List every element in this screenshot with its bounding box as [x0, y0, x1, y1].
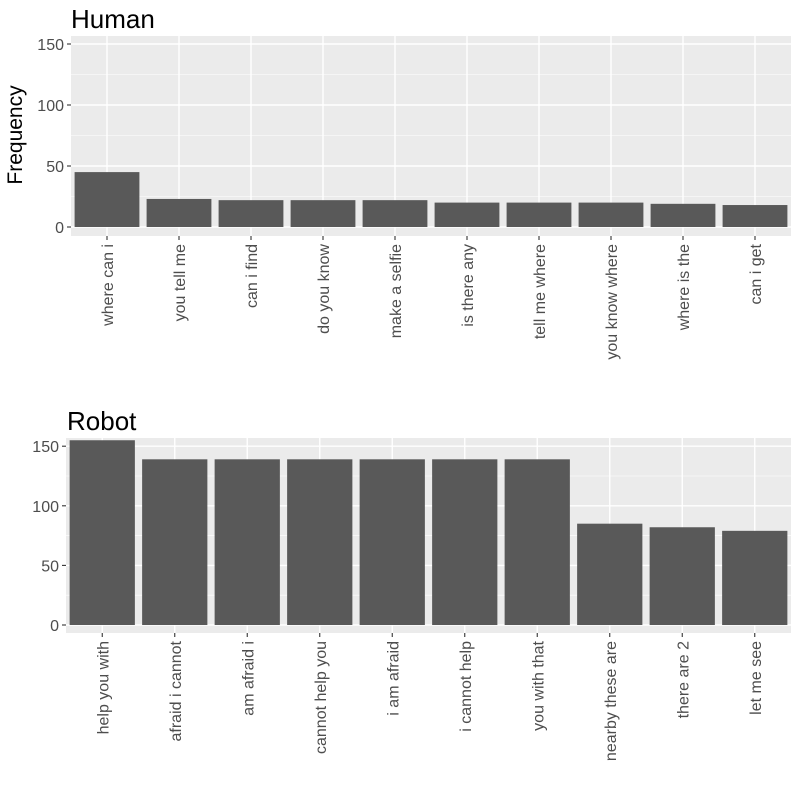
- robot-bar: [432, 459, 498, 625]
- robot-bar: [504, 459, 570, 625]
- human-bar: [722, 205, 788, 227]
- human-x-tick-label: make a selfie: [388, 244, 405, 338]
- robot-chart: Robot 0 50 100 150 help you with afraid i cann…: [32, 406, 791, 761]
- robot-bar: [69, 440, 135, 625]
- human-bar: [434, 202, 500, 227]
- human-bar: [290, 200, 356, 227]
- robot-x-tick-label: afraid i cannot: [168, 640, 185, 741]
- human-y-tick-label: 50: [46, 159, 64, 176]
- human-bar: [650, 203, 716, 227]
- robot-bar: [577, 523, 643, 625]
- human-x-tick-label: you tell me: [172, 244, 189, 321]
- robot-x-tick-label: nearby these are: [603, 641, 620, 761]
- robot-x-tick-label: i am afraid: [385, 641, 402, 716]
- human-x-tick-label: do you know: [316, 244, 333, 334]
- robot-x-tick-label: there are 2: [675, 641, 692, 718]
- robot-y-tick-label: 150: [32, 439, 59, 456]
- robot-x-tick-label: cannot help you: [313, 641, 330, 754]
- robot-x-tick-label: help you with: [95, 641, 112, 734]
- human-bar: [74, 172, 140, 227]
- human-y-tick-label: 0: [55, 220, 64, 237]
- human-bar: [146, 198, 212, 227]
- robot-y-tick-label: 50: [41, 558, 59, 575]
- human-bar: [506, 202, 572, 227]
- human-y-tick-label: 150: [37, 37, 64, 54]
- human-chart: Human 0 50 100 150 where can i you tell me can …: [37, 4, 791, 360]
- y-axis-label: Frequency: [4, 85, 27, 185]
- human-x-tick-label: can i get: [748, 243, 765, 304]
- robot-x-tick-label: i cannot help: [458, 641, 475, 732]
- robot-bar: [649, 527, 715, 625]
- human-bar: [362, 200, 428, 227]
- human-y-tick-label: 100: [37, 98, 64, 115]
- robot-y-tick-label: 100: [32, 499, 59, 516]
- human-x-tick-label: you know where: [604, 244, 621, 360]
- robot-y-tick-label: 0: [50, 618, 59, 635]
- robot-chart-title: Robot: [67, 406, 137, 436]
- robot-bar: [214, 459, 280, 625]
- robot-bar: [142, 459, 208, 625]
- human-x-tick-label: where is the: [676, 244, 693, 331]
- human-x-tick-label: can i find: [244, 244, 261, 308]
- robot-bar: [359, 459, 425, 625]
- robot-x-tick-label: let me see: [748, 641, 765, 715]
- human-x-tick-label: is there any: [460, 244, 477, 327]
- human-bar: [578, 202, 644, 227]
- human-x-tick-label: where can i: [100, 244, 117, 327]
- human-bar: [218, 200, 284, 227]
- robot-x-tick-label: you with that: [530, 640, 547, 730]
- robot-x-tick-label: am afraid i: [240, 641, 257, 716]
- human-x-tick-label: tell me where: [532, 244, 549, 339]
- human-chart-title: Human: [71, 4, 155, 34]
- robot-bar: [722, 530, 788, 625]
- robot-bar: [287, 459, 353, 625]
